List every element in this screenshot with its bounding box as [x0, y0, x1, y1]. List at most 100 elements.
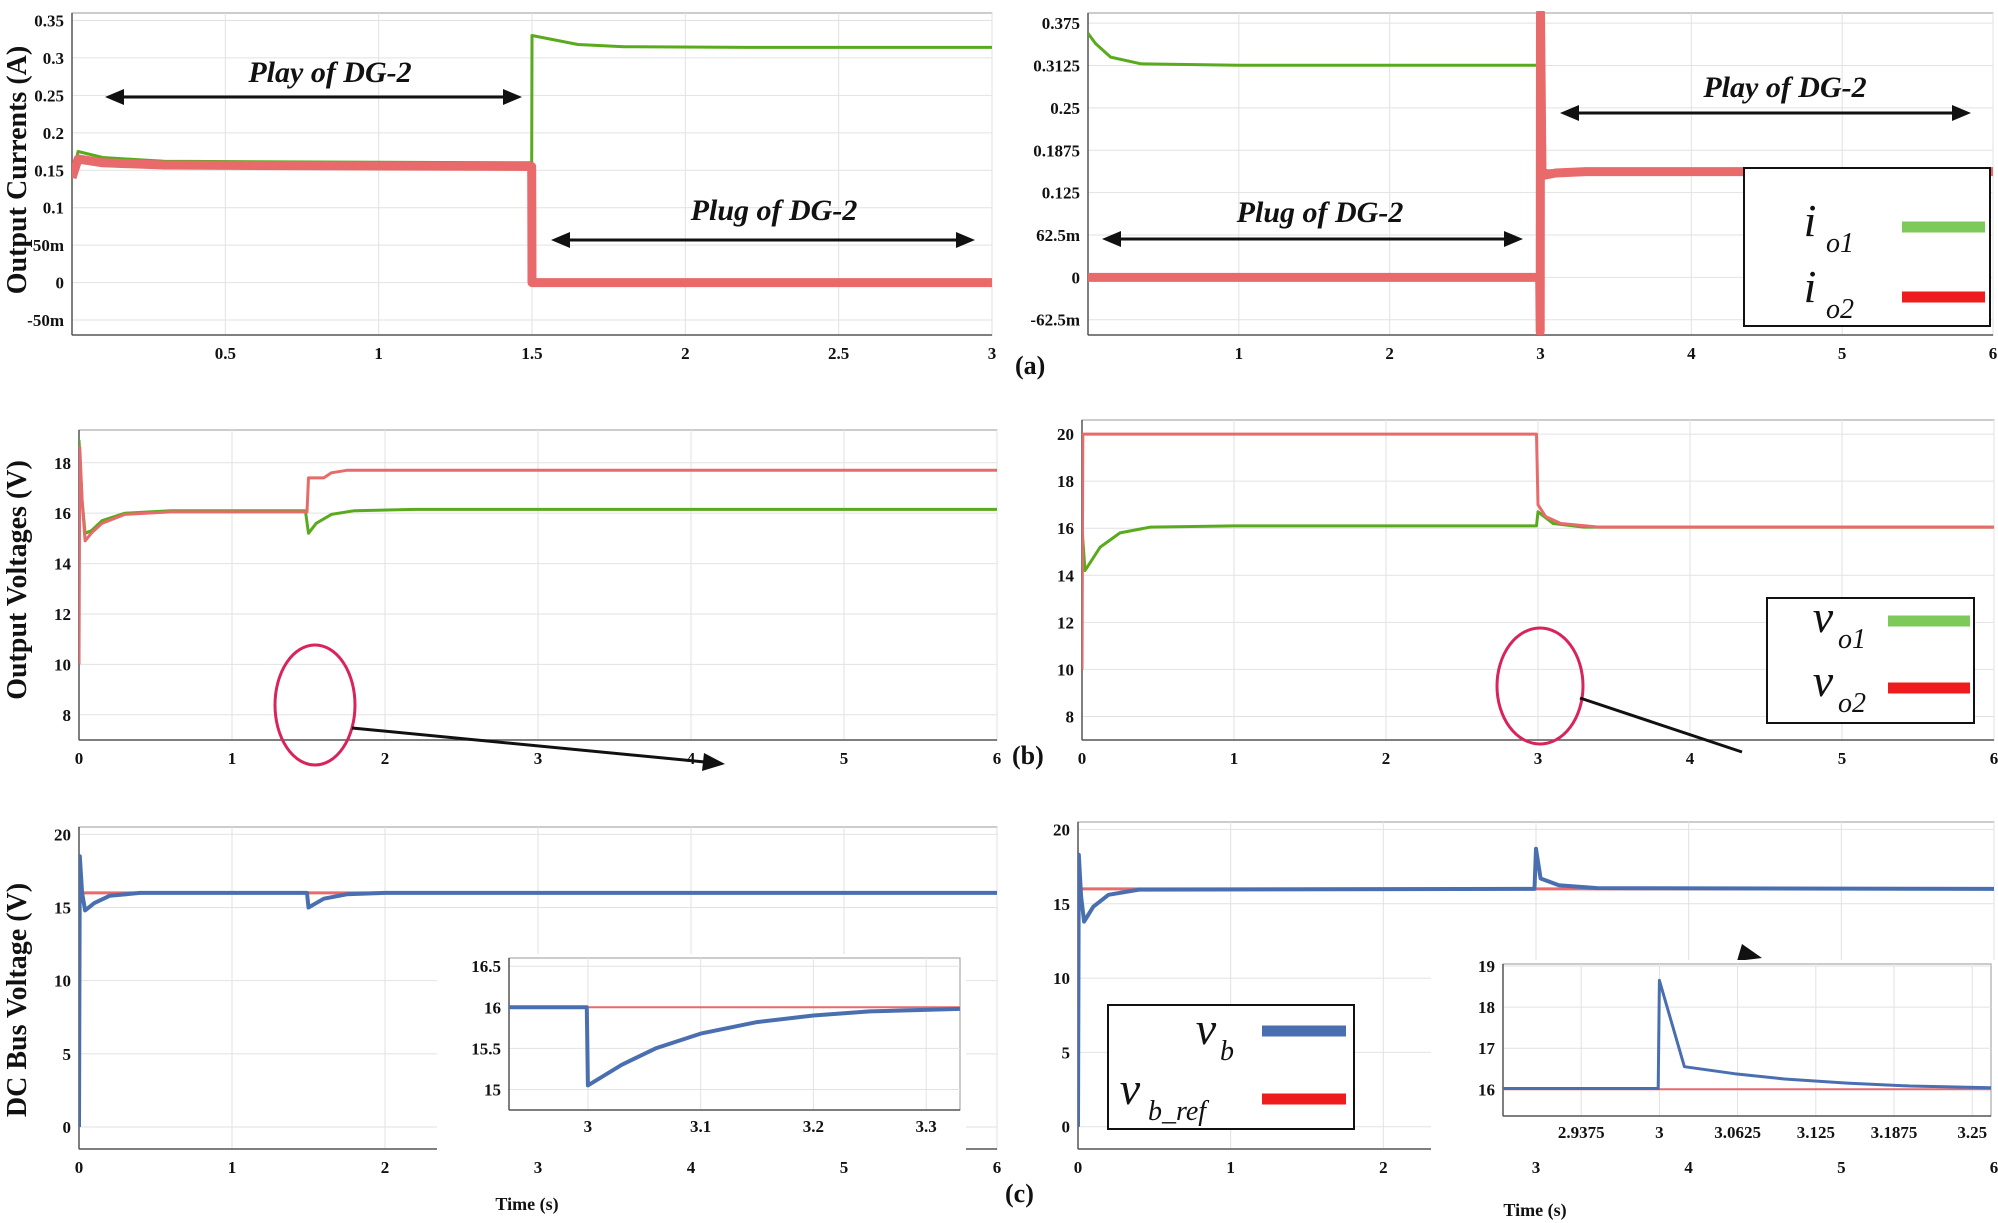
- b_right-xtick-label: 6: [1990, 749, 1998, 768]
- c_left_inset-ytick-label: 15.5: [471, 1039, 501, 1058]
- legend-b-vo2-symbol: v: [1813, 655, 1834, 706]
- c_right_inset-xtick-label: 3: [1655, 1123, 1664, 1142]
- b_left-xtick-label: 3: [534, 749, 543, 768]
- c_right-xtick-label: 4: [1684, 1158, 1693, 1177]
- c_right-xtick-label: 3: [1532, 1158, 1541, 1177]
- a_right-xtick-label: 1: [1235, 344, 1244, 363]
- chart-dc-bus-right-inset: 2.9375 3 3.0625 3.125 3.1875 3.25 16 17 18 19: [1431, 957, 1997, 1160]
- b_right-ytick-label: 12: [1057, 613, 1074, 632]
- a_right-ytick-label: 0: [1072, 268, 1081, 287]
- zoom-arrowhead-left: [702, 753, 725, 771]
- a_left-ytick-label: 0.3: [43, 49, 64, 68]
- c_left_inset-ytick-label: 15: [484, 1080, 501, 1099]
- a_left-xtick-label: 2.5: [828, 344, 849, 363]
- c_right-ytick-label: 5: [1062, 1043, 1071, 1062]
- a_left-xtick-label: 2: [681, 344, 690, 363]
- b_right-ytick-label: 14: [1057, 566, 1075, 585]
- b_left-series-vo2: [79, 446, 997, 665]
- c_left-series-vb: [79, 854, 997, 1128]
- c_right-xtick-label: 2: [1379, 1158, 1388, 1177]
- panel-label-b: (b): [1012, 741, 1044, 770]
- a_right-xtick-label: 4: [1687, 344, 1696, 363]
- c_right_inset-xtick-label: 3.1875: [1871, 1123, 1918, 1142]
- b_right-ytick-label: 18: [1057, 472, 1074, 491]
- b_left-xtick-label: 2: [381, 749, 390, 768]
- b_left-ytick-label: 18: [54, 454, 71, 473]
- b_right-xtick-label: 3: [1534, 749, 1543, 768]
- c_right_inset-ytick-label: 19: [1478, 957, 1495, 976]
- zoom-arrow-left: [351, 726, 706, 764]
- c_right-ytick-label: 15: [1053, 895, 1070, 914]
- b_left-xtick-label: 4: [687, 749, 696, 768]
- c_right_inset-ytick-label: 17: [1478, 1039, 1496, 1058]
- ylabel-output-voltages: Output Voltages (V): [2, 460, 33, 700]
- legend-c: v b v b_ref: [1107, 1003, 1355, 1130]
- a_left-xtick-label: 1: [374, 344, 383, 363]
- b_left-xtick-label: 1: [228, 749, 237, 768]
- legend-c-vb-sub: b: [1220, 1036, 1234, 1067]
- c_right-ytick-label: 0: [1062, 1118, 1071, 1137]
- c_right-ytick-label: 10: [1053, 969, 1070, 988]
- c_left-xtick-label: 3: [534, 1158, 543, 1177]
- legend-a-io1-sub: o1: [1826, 228, 1854, 259]
- c_left_inset-xtick-label: 3.1: [690, 1117, 711, 1136]
- a_left-ytick-label: -50m: [27, 311, 64, 330]
- a_left-ytick-label: 50m: [33, 236, 64, 255]
- c_left-xtick-label: 0: [75, 1158, 84, 1177]
- c_right-xtick-label: 5: [1837, 1158, 1846, 1177]
- b_right-xtick-label: 4: [1686, 749, 1695, 768]
- c_left-ytick-label: 15: [54, 899, 71, 918]
- a_left-xtick-label: 0.5: [215, 344, 236, 363]
- c_right-series-vb: [1078, 846, 1994, 1127]
- a_left-ytick-label: 0: [56, 274, 65, 293]
- a_left-series-io1: [72, 34, 992, 179]
- b_right-xtick-label: 5: [1838, 749, 1847, 768]
- c_left_inset-ytick-label: 16: [484, 998, 501, 1017]
- b_left-ytick-label: 8: [63, 706, 72, 725]
- a_left-ytick-label: 0.25: [34, 86, 64, 105]
- legend-a-io2-sub: o2: [1826, 294, 1854, 325]
- a_left-series-io2: [72, 154, 992, 288]
- legend-c-vbref-sub: b_ref: [1148, 1096, 1209, 1127]
- b_right-series-vo1: [1082, 510, 1994, 573]
- b_left-xtick-label: 0: [75, 749, 84, 768]
- a_right-ytick-label: -62.5m: [1030, 311, 1080, 330]
- c_right-xtick-label: 6: [1990, 1158, 1998, 1177]
- zoom-arrow-right: [1579, 696, 1743, 754]
- b_right-xtick-label: 2: [1382, 749, 1391, 768]
- c_left_inset-xtick-label: 3: [584, 1117, 593, 1136]
- a_right-ytick-label: 62.5m: [1036, 226, 1080, 245]
- c_left_inset-ytick-label: 16.5: [471, 957, 501, 976]
- c_right_inset-xtick-label: 3.125: [1797, 1123, 1835, 1142]
- a_right-xtick-label: 2: [1385, 344, 1394, 363]
- legend-b: v o1 v o2: [1766, 591, 1975, 724]
- c_right_inset-xtick-label: 3.0625: [1714, 1123, 1761, 1142]
- c_left-xtick-label: 2: [381, 1158, 390, 1177]
- c_right_inset-ytick-label: 16: [1478, 1080, 1495, 1099]
- a_right-ytick-label: 0.375: [1042, 14, 1080, 33]
- c_right_inset-xtick-label: 2.9375: [1558, 1123, 1605, 1142]
- a_left-xtick-label: 1.5: [521, 344, 542, 363]
- c_right_inset-ytick-label: 18: [1478, 998, 1495, 1017]
- xlabel-time-left: Time (s): [495, 1194, 558, 1215]
- plug-of-dg2-label-left: Plug of DG-2: [690, 194, 858, 227]
- c_right_inset-plot-area: [1502, 963, 1992, 1117]
- b_left-xtick-label: 5: [840, 749, 849, 768]
- a_right-ytick-label: 0.3125: [1033, 57, 1080, 76]
- play-of-dg2-label-left: Play of DG-2: [247, 56, 411, 89]
- annotation-a-left-plug: Plug of DG-2: [551, 194, 975, 248]
- c_left_inset-series-vb: [509, 1005, 960, 1088]
- legend-c-vbref-symbol: v: [1120, 1063, 1141, 1114]
- legend-b-vo1-symbol: v: [1813, 591, 1834, 642]
- b_right-series-vo2: [1082, 432, 1994, 670]
- c_right-xtick-label: 1: [1226, 1158, 1235, 1177]
- b_right-ytick-label: 8: [1066, 707, 1075, 726]
- b_left-ytick-label: 10: [54, 655, 71, 674]
- b_left-ytick-label: 16: [54, 504, 71, 523]
- c_right_inset-series-vb: [1503, 978, 1991, 1090]
- b_right-ytick-label: 16: [1057, 519, 1074, 538]
- b_left-xtick-label: 6: [993, 749, 1002, 768]
- a_right-xtick-label: 3: [1536, 344, 1545, 363]
